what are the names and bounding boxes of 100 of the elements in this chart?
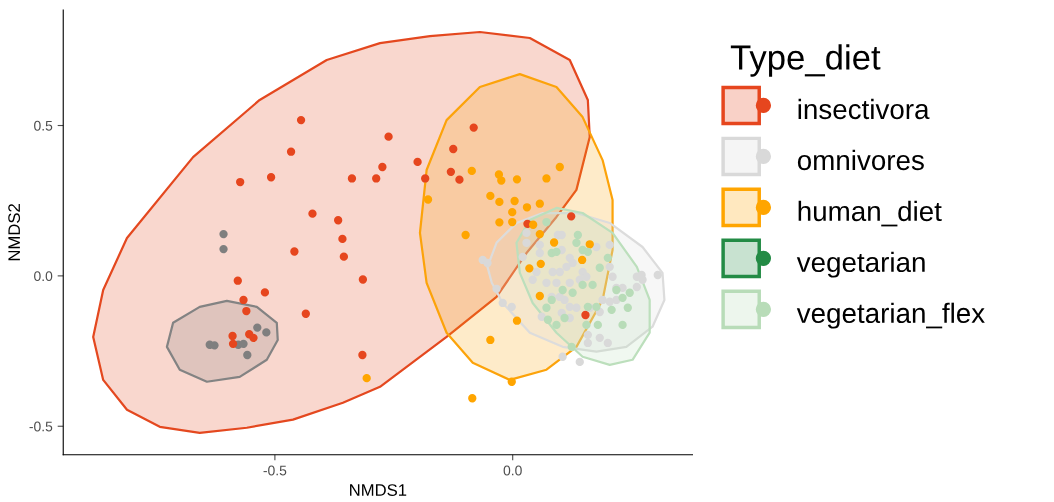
point <box>219 244 228 254</box>
point <box>249 333 258 342</box>
point <box>572 238 581 247</box>
point <box>603 253 612 262</box>
point <box>468 394 477 403</box>
point <box>542 303 551 312</box>
point <box>560 295 569 305</box>
point <box>497 176 506 185</box>
point <box>413 157 422 167</box>
point <box>558 285 567 295</box>
point <box>565 278 574 287</box>
point <box>239 295 248 305</box>
point <box>625 288 634 297</box>
point <box>532 267 541 277</box>
point <box>583 330 593 339</box>
y-axis-title: NMDS2 <box>8 204 21 261</box>
point <box>495 218 504 227</box>
point <box>585 240 594 249</box>
point <box>582 320 591 330</box>
point <box>260 288 270 297</box>
point <box>219 229 228 239</box>
y-tick-label: 0.0 <box>34 271 53 282</box>
point <box>623 303 632 312</box>
point <box>339 252 349 261</box>
x-axis-title: NMDS1 <box>350 484 407 496</box>
point <box>535 291 544 301</box>
point <box>572 303 581 312</box>
point <box>449 144 458 154</box>
point <box>455 175 464 184</box>
point <box>568 258 577 268</box>
point <box>528 220 538 229</box>
point <box>512 175 522 184</box>
point <box>552 247 561 256</box>
point <box>567 212 576 221</box>
point <box>653 270 662 280</box>
point <box>522 238 531 247</box>
point <box>582 272 591 281</box>
legend-title: Type_diet <box>730 44 881 77</box>
point <box>605 297 614 306</box>
point <box>583 338 593 348</box>
point <box>358 275 368 284</box>
point <box>618 293 627 302</box>
point <box>608 272 617 281</box>
y-tick-label: 0.5 <box>34 120 53 131</box>
point <box>632 282 641 292</box>
point <box>592 302 601 312</box>
point <box>210 341 219 350</box>
point <box>578 280 587 290</box>
point <box>461 230 470 240</box>
point <box>384 132 393 141</box>
point <box>535 240 544 250</box>
point <box>536 259 545 269</box>
point <box>607 305 616 315</box>
point <box>301 309 310 318</box>
point <box>598 295 607 305</box>
point <box>378 162 387 172</box>
point <box>588 280 597 290</box>
point <box>507 377 516 386</box>
point <box>558 352 567 361</box>
legend-label: insectivora <box>798 98 930 120</box>
point <box>372 174 381 183</box>
point <box>243 350 252 360</box>
point <box>421 174 430 183</box>
point <box>507 302 516 312</box>
point <box>358 350 367 360</box>
point <box>333 216 343 225</box>
legend-label: human_diet <box>798 200 942 227</box>
point <box>512 316 522 325</box>
point <box>338 234 347 244</box>
point <box>552 320 561 330</box>
point <box>483 258 492 268</box>
point <box>603 338 612 348</box>
point <box>535 229 544 239</box>
point <box>593 320 602 330</box>
point <box>423 195 433 204</box>
point <box>549 238 559 247</box>
point <box>362 373 371 383</box>
point <box>605 240 614 250</box>
point <box>535 199 544 208</box>
point <box>486 335 495 345</box>
point <box>535 248 544 258</box>
point <box>233 276 242 285</box>
point <box>581 310 590 320</box>
point <box>228 339 238 349</box>
point <box>508 217 517 227</box>
point <box>573 230 583 240</box>
point <box>552 278 561 287</box>
point <box>542 174 551 183</box>
point <box>543 315 553 324</box>
point <box>510 196 519 206</box>
point <box>498 298 507 308</box>
point <box>242 306 251 316</box>
point <box>575 357 584 367</box>
point <box>253 323 262 332</box>
point <box>236 177 245 187</box>
y-tick-label: -0.5 <box>29 421 53 432</box>
point <box>290 247 299 256</box>
legend-label: vegetarian <box>796 251 925 278</box>
point <box>560 313 569 323</box>
point <box>296 115 306 125</box>
